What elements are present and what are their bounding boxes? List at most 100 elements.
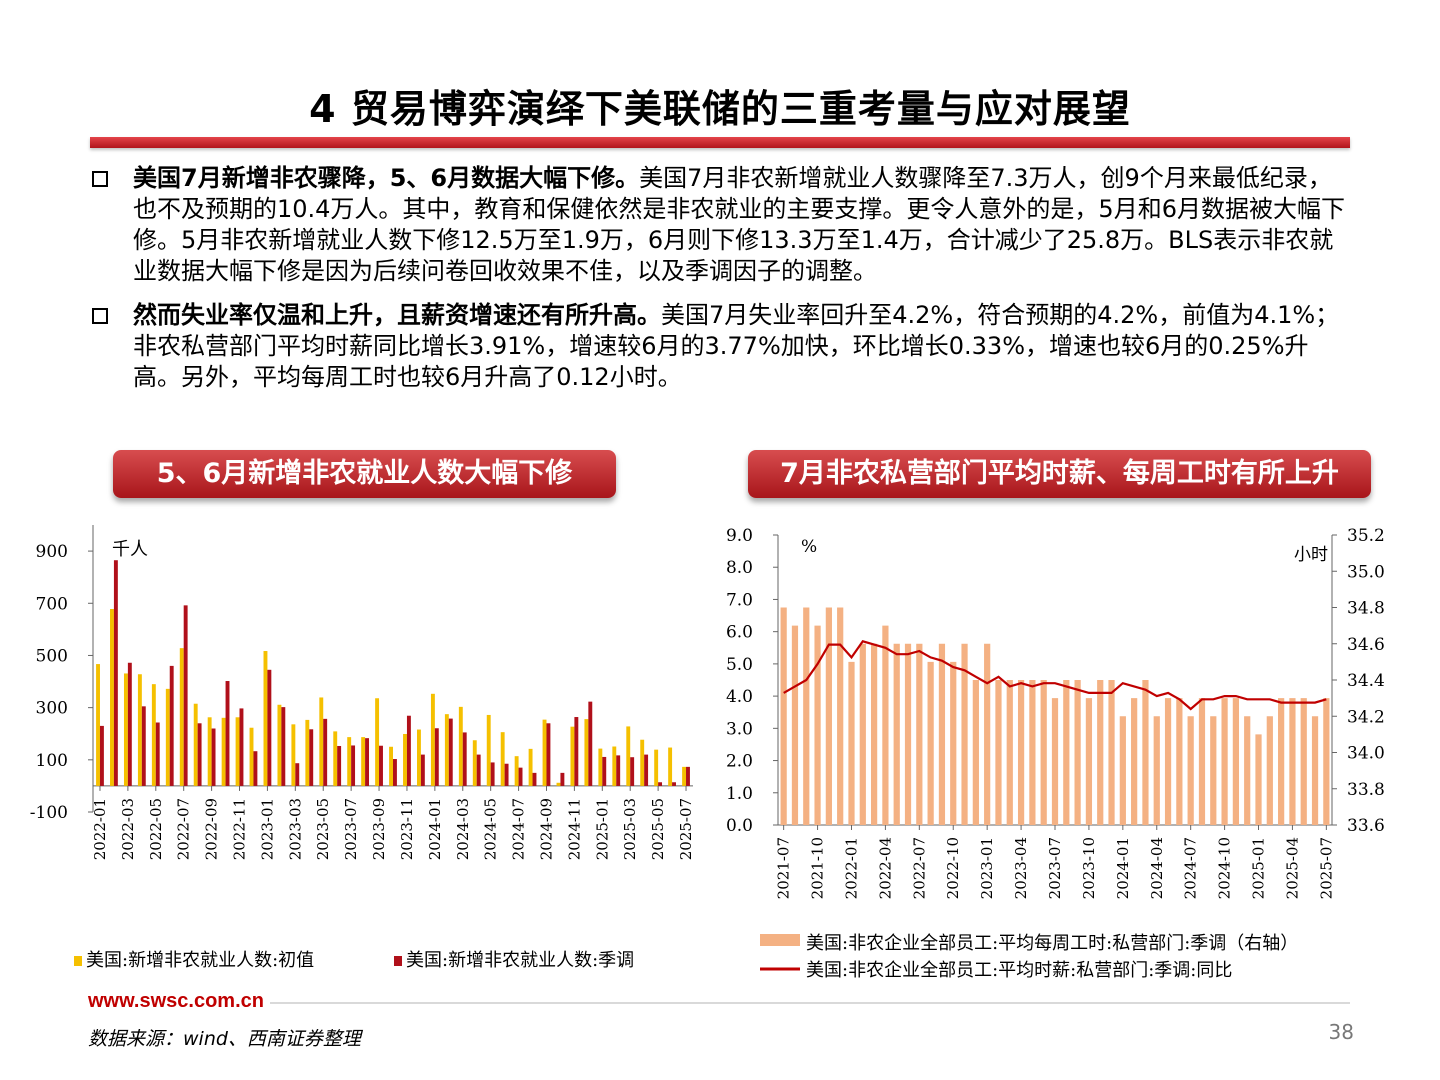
bar-hours-2025-07	[1323, 698, 1330, 825]
left-tick-label: 3.0	[726, 719, 753, 739]
x-tick-label: 2022-01	[842, 837, 860, 899]
bar-initial-2022-03	[123, 673, 128, 786]
bar-hours-2023-06	[1040, 680, 1047, 825]
bar-hours-2023-04	[1017, 680, 1025, 825]
x-tick-label: 2022-10	[944, 837, 962, 899]
bullet-2-text: 美国7月失业率回升至4.2%，符合预期的4.2%，前值为4.1%；非农私营部门平…	[133, 301, 1340, 391]
bar-hours-2022-12	[972, 680, 979, 825]
legend-label-initial: 美国:新增非农就业人数:初值	[86, 950, 314, 971]
x-tick-label: 2024-04	[1148, 837, 1166, 899]
left-unit-label: %	[801, 537, 817, 557]
y-tick-label: 700	[36, 594, 68, 614]
x-tick-label: 2022-05	[147, 798, 165, 860]
bar-hours-2025-03	[1278, 698, 1285, 825]
x-tick-label: 2024-07	[1182, 837, 1200, 899]
legend-swatch-hours	[760, 934, 800, 946]
bar-initial-2024-11	[570, 726, 575, 786]
right-tick-label: 33.6	[1347, 816, 1385, 836]
x-tick-label: 2025-07	[1317, 837, 1335, 899]
bar-hours-2022-05	[893, 643, 900, 825]
bar-initial-2023-10	[389, 746, 393, 786]
bar-initial-2022-01	[96, 664, 100, 786]
x-tick-label: 2025-07	[677, 798, 695, 860]
bar-hours-2022-07	[916, 643, 923, 825]
bar-initial-2023-04	[305, 719, 310, 786]
y-tick-label: 300	[36, 699, 68, 719]
bar-hours-2023-10	[1085, 698, 1093, 825]
legend-label-wage: 美国:非农企业全部员工:平均时薪:私营部门:季调:同比	[806, 960, 1232, 981]
bullet-1: 美国7月新增非农骤降，5、6月数据大幅下修。美国7月非农新增就业人数骤降至7.3…	[92, 163, 1354, 287]
x-tick-label: 2022-11	[231, 798, 249, 860]
bar-hours-2024-03	[1142, 680, 1149, 825]
x-tick-label: 2022-07	[175, 798, 193, 860]
bar-initial-2024-10	[556, 782, 561, 786]
bar-hours-2022-06	[904, 643, 912, 825]
bar-hours-2023-09	[1074, 680, 1081, 825]
bar-seasonal-2023-10	[393, 759, 397, 786]
y-unit-label: 千人	[112, 539, 148, 560]
bar-hours-2025-05	[1300, 698, 1307, 825]
bar-initial-2022-05	[151, 684, 156, 786]
bar-seasonal-2024-03	[462, 732, 467, 786]
line-hourly-wage-yoy	[783, 640, 1327, 711]
bar-initial-2022-12	[249, 727, 254, 786]
bar-seasonal-2024-02	[448, 718, 453, 786]
bar-seasonal-2022-06	[169, 665, 174, 786]
bar-seasonal-2024-08	[532, 772, 537, 786]
footer-divider	[88, 1002, 1350, 1004]
bar-hours-2023-01	[984, 643, 991, 825]
bar-initial-2023-08	[361, 737, 366, 786]
bullet-1-heading: 美国7月新增非农骤降，5、6月数据大幅下修。	[133, 164, 640, 192]
x-tick-label: 2025-05	[649, 798, 667, 860]
x-tick-label: 2024-03	[454, 798, 472, 860]
bar-hours-2025-06	[1311, 716, 1319, 825]
bar-seasonal-2024-07	[518, 767, 523, 786]
bar-hours-2024-01	[1119, 716, 1126, 825]
bar-seasonal-2024-01	[434, 728, 439, 786]
bar-hours-2023-12	[1108, 680, 1115, 825]
data-source: 数据来源：wind、西南证券整理	[88, 1028, 361, 1050]
bar-initial-2022-04	[137, 674, 142, 786]
left-tick-label: 5.0	[726, 655, 753, 675]
bar-seasonal-2022-02	[113, 560, 118, 786]
left-tick-label: 8.0	[726, 558, 753, 578]
x-tick-label: 2023-03	[286, 798, 304, 860]
bar-seasonal-2022-10	[225, 681, 230, 786]
website-link[interactable]: www.swsc.com.cn	[88, 990, 270, 1013]
bar-seasonal-2025-05	[658, 782, 663, 786]
left-tick-label: 9.0	[726, 526, 753, 546]
bar-seasonal-2022-12	[253, 751, 258, 786]
bar-initial-2022-11	[235, 717, 240, 786]
bar-hours-2023-08	[1063, 680, 1070, 825]
bar-seasonal-2025-02	[616, 755, 621, 786]
bar-seasonal-2023-04	[309, 729, 314, 786]
bar-seasonal-2025-07	[686, 766, 690, 786]
x-tick-label: 2023-05	[314, 798, 332, 860]
bar-seasonal-2024-06	[504, 763, 509, 786]
right-tick-label: 34.2	[1347, 707, 1385, 727]
y-tick-label: 900	[36, 542, 68, 562]
right-tick-label: 33.8	[1347, 780, 1385, 800]
bar-initial-2022-08	[193, 703, 198, 786]
page-title: 4 贸易博弈演绎下美联储的三重考量与应对展望	[309, 87, 1131, 131]
x-tick-label: 2021-07	[775, 837, 793, 899]
bar-hours-2024-06	[1176, 698, 1183, 825]
y-tick-label: -100	[30, 803, 68, 823]
bar-hours-2024-11	[1232, 698, 1240, 825]
x-tick-label: 2024-11	[565, 798, 583, 860]
bar-hours-2021-09	[803, 607, 810, 825]
x-tick-label: 2025-03	[621, 798, 639, 860]
bar-hours-2024-05	[1164, 698, 1172, 825]
x-tick-label: 2022-07	[910, 837, 928, 899]
bar-initial-2024-02	[444, 714, 449, 786]
bar-initial-2025-03	[626, 726, 631, 786]
bar-hours-2023-11	[1097, 680, 1104, 825]
bar-seasonal-2022-07	[183, 605, 188, 786]
bar-hours-2024-07	[1187, 716, 1194, 825]
title-underline	[90, 137, 1350, 148]
bar-initial-2024-01	[430, 693, 435, 786]
legend-label-hours: 美国:非农企业全部员工:平均每周工时:私营部门:季调（右轴）	[806, 933, 1298, 954]
bar-hours-2021-11	[825, 607, 832, 825]
bar-seasonal-2023-06	[337, 745, 342, 786]
bar-hours-2022-01	[848, 661, 855, 825]
